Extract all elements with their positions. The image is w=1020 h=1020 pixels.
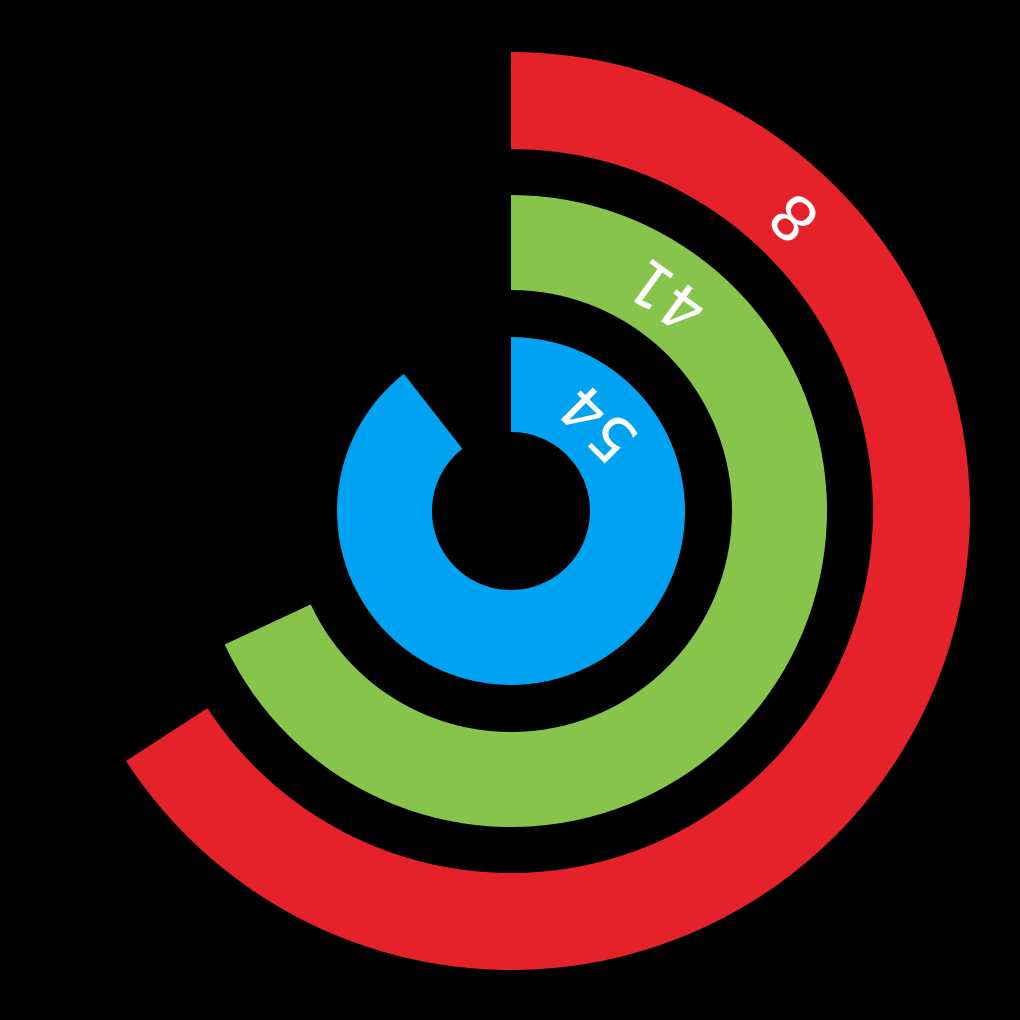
arc-segment-54[interactable] bbox=[337, 337, 686, 685]
arc-segments-group bbox=[126, 52, 970, 971]
arc-segment-41[interactable] bbox=[224, 195, 827, 827]
